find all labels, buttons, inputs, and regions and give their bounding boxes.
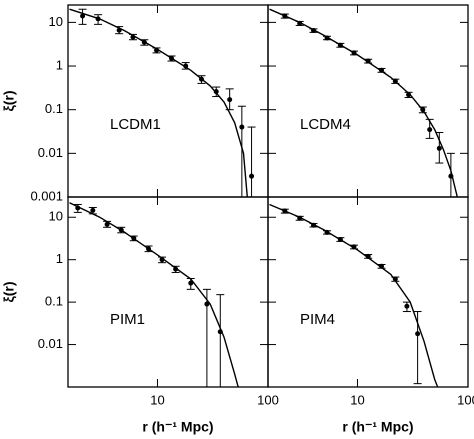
data-point bbox=[213, 89, 219, 95]
panel-label: LCDM4 bbox=[300, 116, 351, 133]
panel-frame bbox=[67, 196, 269, 388]
data-point bbox=[365, 253, 371, 259]
x-axis-label: r (h⁻¹ Mpc) bbox=[142, 419, 213, 435]
x-tick-label: 100 bbox=[257, 392, 279, 407]
data-point bbox=[282, 13, 288, 19]
model-line bbox=[269, 8, 458, 197]
data-point bbox=[324, 35, 330, 41]
y-axis-label: ξ(r) bbox=[1, 281, 17, 302]
data-point bbox=[415, 331, 421, 337]
x-tick-label: 10 bbox=[350, 392, 364, 407]
data-point bbox=[379, 263, 385, 269]
panel bbox=[269, 8, 458, 197]
data-point bbox=[80, 13, 86, 19]
data-point bbox=[337, 236, 343, 242]
y-tick-label: 0.001 bbox=[30, 188, 63, 203]
data-point bbox=[75, 205, 81, 211]
panel bbox=[69, 8, 256, 197]
data-point bbox=[282, 208, 288, 214]
data-point bbox=[154, 47, 160, 53]
data-point bbox=[95, 16, 101, 22]
panel-label: LCDM1 bbox=[110, 116, 161, 133]
model-line bbox=[69, 8, 248, 197]
panel-label: PIM1 bbox=[110, 311, 145, 328]
panel-frame bbox=[267, 4, 469, 198]
data-point bbox=[436, 145, 442, 151]
data-point bbox=[297, 215, 303, 221]
data-point bbox=[217, 329, 223, 335]
data-point bbox=[146, 246, 152, 252]
data-point bbox=[324, 229, 330, 235]
y-tick-label: 0.1 bbox=[45, 294, 63, 309]
data-point bbox=[173, 266, 179, 272]
x-tick-label: 10 bbox=[150, 392, 164, 407]
data-point bbox=[90, 207, 96, 213]
data-point bbox=[227, 97, 233, 103]
data-point bbox=[311, 28, 317, 34]
data-point bbox=[249, 173, 255, 179]
model-line bbox=[269, 203, 439, 387]
y-axis-label: ξ(r) bbox=[1, 90, 17, 111]
data-point bbox=[159, 257, 165, 263]
x-axis-label: r (h⁻¹ Mpc) bbox=[342, 419, 413, 435]
data-point bbox=[365, 58, 371, 64]
data-point bbox=[351, 244, 357, 250]
panel bbox=[269, 203, 439, 387]
data-point bbox=[406, 92, 412, 98]
data-point bbox=[183, 63, 189, 69]
data-point bbox=[169, 55, 175, 61]
data-point bbox=[392, 78, 398, 84]
panel-label: PIM4 bbox=[300, 311, 335, 328]
data-point bbox=[351, 50, 357, 56]
data-point bbox=[188, 280, 194, 286]
y-tick-label: 0.1 bbox=[45, 101, 63, 116]
panel-frame bbox=[267, 196, 469, 388]
panel-frame bbox=[67, 4, 269, 198]
data-point bbox=[448, 173, 454, 179]
y-tick-label: 0.01 bbox=[38, 145, 63, 160]
data-point bbox=[427, 127, 433, 133]
data-point bbox=[198, 76, 204, 82]
data-point bbox=[204, 301, 210, 307]
data-point bbox=[404, 303, 410, 309]
data-point bbox=[392, 276, 398, 282]
data-point bbox=[379, 67, 385, 73]
data-point bbox=[141, 39, 147, 45]
data-point bbox=[239, 124, 245, 130]
y-tick-label: 0.01 bbox=[38, 336, 63, 351]
data-point bbox=[116, 27, 122, 33]
x-tick-label: 100 bbox=[457, 392, 474, 407]
data-point bbox=[311, 222, 317, 228]
data-point bbox=[131, 235, 137, 241]
data-point bbox=[118, 227, 124, 233]
y-tick-label: 10 bbox=[49, 14, 63, 29]
data-point bbox=[420, 107, 426, 113]
data-point bbox=[297, 20, 303, 26]
panel bbox=[69, 202, 239, 387]
data-point bbox=[104, 221, 110, 227]
data-point bbox=[337, 42, 343, 48]
y-tick-label: 1 bbox=[56, 57, 63, 72]
y-tick-label: 10 bbox=[49, 209, 63, 224]
y-tick-label: 1 bbox=[56, 251, 63, 266]
data-point bbox=[130, 34, 136, 40]
model-line bbox=[69, 202, 239, 387]
